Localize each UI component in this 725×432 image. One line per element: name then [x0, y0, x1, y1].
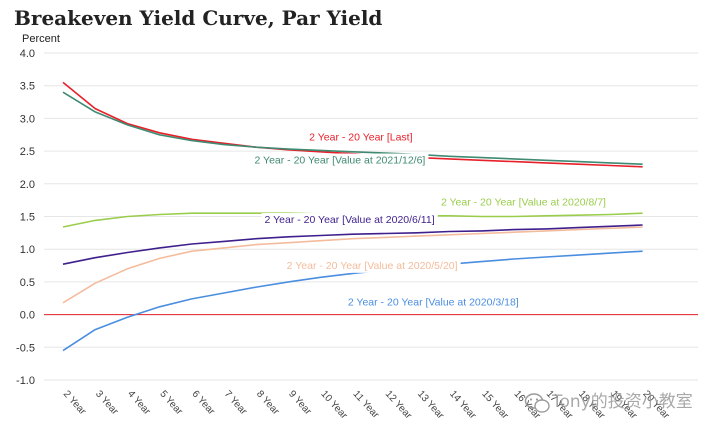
- x-tick-label: 3 Year: [93, 389, 121, 418]
- series-label-text: 2 Year - 20 Year [Value at 2020/8/7]: [441, 196, 606, 208]
- series-label: 2 Year - 20 Year [Value at 2020/5/20]: [283, 258, 461, 273]
- series-label-background: [251, 153, 429, 168]
- series-label: 2 Year - 20 Year [Last]: [306, 130, 416, 145]
- x-tick-label: 2 Year: [61, 389, 89, 418]
- y-tick-label: 0.0: [20, 310, 35, 322]
- series-line: [62, 226, 643, 304]
- series-label-text: 2 Year - 20 Year [Value at 2020/5/20]: [287, 260, 458, 272]
- wechat-logo-icon: [524, 393, 550, 413]
- x-tick-label: 13 Year: [415, 389, 446, 422]
- y-tick-label: 2.0: [20, 179, 35, 191]
- series-line: [62, 250, 643, 352]
- y-tick-label: 0.5: [20, 277, 35, 289]
- series-label-text: 2 Year - 20 Year [Value at 2021/12/6]: [254, 155, 425, 167]
- x-tick-label: 14 Year: [447, 389, 478, 422]
- series-labels: 2 Year - 20 Year [Last] 2 Year - 20 Year …: [251, 130, 610, 310]
- y-tick-label: 3.0: [20, 113, 35, 125]
- x-tick-label: 11 Year: [351, 389, 382, 422]
- x-tick-label: 12 Year: [383, 389, 414, 422]
- y-tick-label: -1.0: [16, 375, 35, 387]
- x-tick-label: 5 Year: [157, 389, 185, 418]
- x-tick-label: 7 Year: [222, 389, 250, 418]
- y-tick-label: -0.5: [16, 342, 35, 354]
- x-tick-label: 10 Year: [318, 389, 349, 422]
- series-lines: [62, 81, 643, 352]
- x-tick-label: 4 Year: [125, 389, 153, 418]
- x-tick-label: 8 Year: [254, 389, 282, 418]
- x-tick-label: 6 Year: [190, 389, 218, 418]
- series-label: 2 Year - 20 Year [Value at 2020/3/18]: [344, 295, 522, 310]
- x-tick-label: 9 Year: [286, 389, 314, 418]
- y-tick-label: 1.0: [20, 244, 35, 256]
- watermark-text: Tony的投资小教室: [551, 392, 693, 412]
- y-tick-label: 3.5: [20, 81, 35, 93]
- series-label: 2 Year - 20 Year [Value at 2020/6/11]: [261, 213, 438, 228]
- watermark: Tony的投资小教室: [524, 392, 693, 413]
- series-label-background: [437, 195, 610, 210]
- series-label-background: [306, 130, 416, 145]
- y-tick-label: 4.0: [20, 48, 35, 60]
- series-label-background: [261, 213, 438, 228]
- series-line: [62, 91, 643, 165]
- series-label: 2 Year - 20 Year [Value at 2020/8/7]: [437, 195, 610, 210]
- series-label-background: [283, 258, 461, 273]
- y-tick-labels: -1.0 -0.5 0.0 0.5 1.0 1.5 2.0 2.5 3.0 3.5 4.0: [16, 48, 35, 387]
- y-tick-label: 2.5: [20, 146, 35, 158]
- series-label-text: 2 Year - 20 Year [Value at 2020/3/18]: [348, 296, 519, 308]
- chart-title: Breakeven Yield Curve, Par Yield: [14, 6, 382, 30]
- series-label: 2 Year - 20 Year [Value at 2021/12/6]: [251, 153, 429, 168]
- series-label-text: 2 Year - 20 Year [Value at 2020/6/11]: [265, 214, 435, 226]
- series-line: [62, 224, 643, 265]
- x-tick-label: 15 Year: [479, 389, 510, 422]
- series-label-background: [344, 295, 522, 310]
- y-tick-label: 1.5: [20, 212, 35, 224]
- series-label-text: 2 Year - 20 Year [Last]: [309, 132, 412, 144]
- y-axis-label: Percent: [22, 33, 60, 45]
